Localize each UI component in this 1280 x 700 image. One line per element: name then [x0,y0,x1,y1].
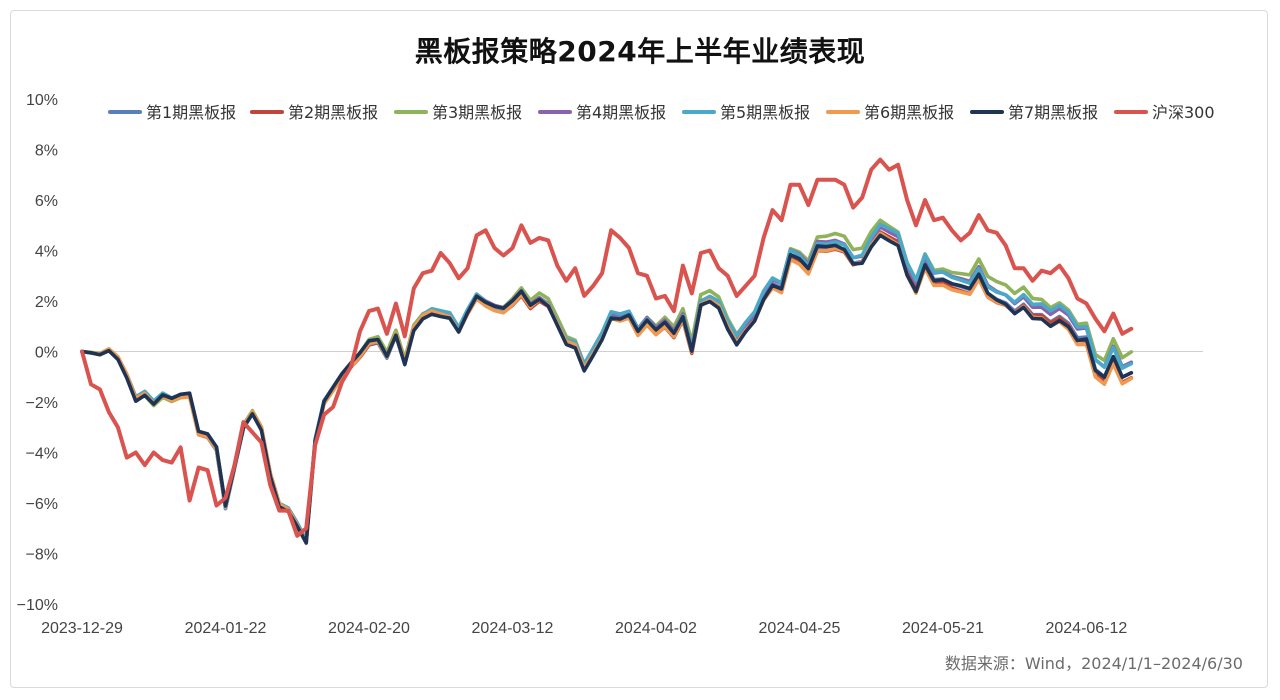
chart-title: 黑板报策略2024年上半年业绩表现 [414,35,866,68]
legend-label: 沪深300 [1152,103,1215,122]
series-lines [80,157,1134,546]
y-tick-label: 0% [35,345,58,362]
y-tick-label: −10% [17,597,58,614]
series-line-8 [80,157,1134,538]
y-tick-label: 2% [35,294,58,311]
y-tick-label: −4% [26,446,58,463]
legend-label: 第5期黑板报 [720,103,810,122]
legend: 第1期黑板报 第2期黑板报 第3期黑板报 第4期黑板报 第5期黑板报 第6期黑板报 第7期黑… [108,103,1215,122]
legend-label: 第4期黑板报 [576,103,666,122]
y-axis-ticks: 10% 8% 6% 4% 2% 0% −2% −4% −6% −8% −10% [17,92,58,614]
legend-label: 第3期黑板报 [432,103,522,122]
chart-frame [10,10,1268,688]
series-line-3 [80,218,1134,546]
x-tick-label: 2024-02-20 [328,620,410,637]
y-tick-label: 8% [35,143,58,160]
y-tick-label: −2% [26,395,58,412]
legend-label: 第1期黑板报 [146,103,236,122]
x-axis-ticks: 2023-12-29 2024-01-22 2024-02-20 2024-03-12… [41,620,1127,637]
y-tick-label: 6% [35,193,58,210]
x-tick-label: 2024-03-12 [472,620,554,637]
legend-label: 第2期黑板报 [288,103,378,122]
x-tick-label: 2024-04-25 [759,620,841,637]
y-tick-label: 10% [26,92,58,109]
series-line-7 [80,233,1134,545]
x-tick-label: 2024-06-12 [1045,620,1127,637]
x-tick-label: 2024-01-22 [185,620,267,637]
y-tick-label: −8% [26,547,58,564]
legend-label: 第7期黑板报 [1008,103,1098,122]
x-tick-label: 2024-05-21 [902,620,984,637]
data-source-note: 数据来源：Wind，2024/1/1–2024/6/30 [944,654,1243,673]
x-tick-label: 2024-04-02 [615,620,697,637]
legend-label: 第6期黑板报 [864,103,954,122]
y-tick-label: −6% [26,496,58,513]
x-tick-label: 2023-12-29 [41,620,123,637]
y-tick-label: 4% [35,244,58,261]
